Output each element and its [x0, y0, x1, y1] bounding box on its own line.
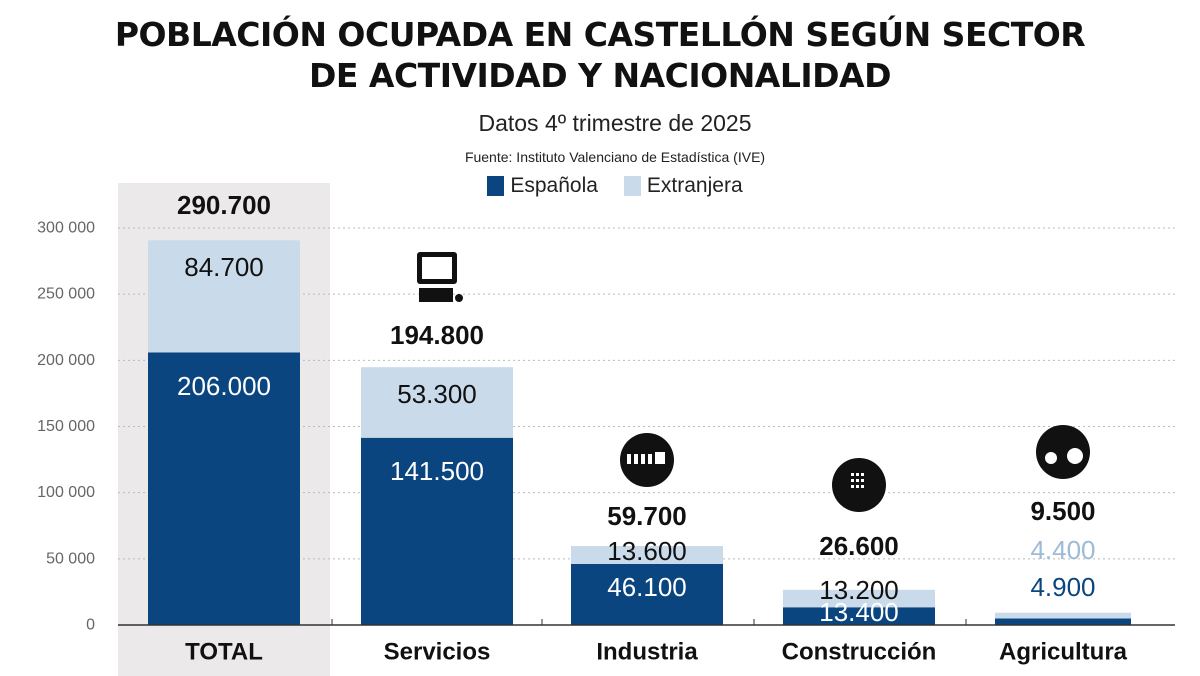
chart-subtitle: Datos 4º trimestre de 2025 — [478, 110, 752, 136]
keyboard — [419, 288, 453, 302]
icon-disc — [620, 433, 674, 487]
window — [861, 479, 864, 482]
screen — [422, 257, 452, 279]
data-label-espanola: 13.400 — [819, 597, 899, 627]
wheel — [1067, 448, 1083, 464]
window — [856, 473, 859, 476]
x-tick-label: TOTAL — [185, 639, 263, 666]
y-tick-label: 100 000 — [37, 484, 95, 501]
bar-espanola — [361, 437, 513, 625]
legend-swatch-espanola — [487, 176, 505, 196]
bar-extranjera — [783, 589, 935, 608]
data-label-total: 59.700 — [607, 501, 687, 531]
x-tick-label: Servicios — [384, 639, 491, 666]
chart-source: Fuente: Instituto Valenciano de Estadíst… — [464, 149, 766, 165]
bar-espanola — [571, 563, 723, 625]
window — [861, 485, 864, 488]
mouse — [455, 294, 463, 302]
y-tick-label: 300 000 — [37, 220, 95, 237]
data-label-espanola: 46.100 — [607, 572, 687, 602]
window — [648, 454, 652, 464]
data-label-espanola: 4.900 — [1030, 572, 1095, 602]
x-tick-label: Agricultura — [999, 639, 1128, 666]
data-label-espanola: 141.500 — [390, 456, 484, 486]
window — [856, 485, 859, 488]
data-label-extranjera: 13.600 — [607, 536, 687, 566]
icon-disc — [1036, 425, 1090, 479]
legend-item-espanola: Española — [487, 174, 598, 198]
window — [856, 479, 859, 482]
window — [851, 473, 854, 476]
x-tick-label: Industria — [596, 639, 698, 666]
y-tick-label: 50 000 — [46, 550, 95, 567]
icon-detail — [627, 452, 665, 464]
data-label-total: 26.600 — [819, 531, 899, 561]
window — [861, 473, 864, 476]
legend-swatch-extranjera — [623, 176, 641, 196]
legend: Española Extranjera — [0, 174, 1200, 198]
data-label-total: 9.500 — [1030, 496, 1095, 526]
y-tick-label: 250 000 — [37, 286, 95, 303]
window — [641, 454, 645, 464]
data-label-total: 194.800 — [390, 320, 484, 350]
y-tick-label: 200 000 — [37, 352, 95, 369]
computer-icon — [417, 252, 463, 302]
icon-detail — [851, 473, 864, 488]
title-line-1: POBLACIÓN OCUPADA EN CASTELLÓN SEGÚN SEC… — [114, 15, 1086, 54]
y-tick-label: 0 — [86, 617, 95, 634]
window — [655, 452, 665, 464]
chart-title: POBLACIÓN OCUPADA EN CASTELLÓN SEGÚN SEC… — [0, 14, 1200, 96]
x-tick-label: Construcción — [782, 639, 937, 666]
data-label-extranjera: 4.400 — [1030, 535, 1095, 565]
data-label-extranjera: 84.700 — [184, 252, 264, 282]
window — [634, 454, 638, 464]
bar-espanola — [783, 607, 935, 625]
y-tick-label: 150 000 — [37, 418, 95, 435]
legend-item-extranjera: Extranjera — [623, 174, 743, 198]
wheel — [1045, 452, 1057, 464]
bar-extranjera — [995, 612, 1131, 619]
bar-espanola — [995, 618, 1131, 625]
tractor-icon — [1036, 425, 1090, 479]
data-label-total: 290.700 — [177, 190, 271, 220]
data-label-extranjera: 13.200 — [819, 575, 899, 605]
icon-detail — [1045, 448, 1083, 464]
window — [627, 454, 631, 464]
bar-extranjera — [148, 240, 300, 353]
factory-icon — [620, 433, 674, 487]
bar-extranjera — [571, 545, 723, 564]
bar-extranjera — [361, 367, 513, 438]
legend-label-extranjera: Extranjera — [646, 174, 743, 197]
data-label-extranjera: 53.300 — [397, 379, 477, 409]
data-label-espanola: 206.000 — [177, 371, 271, 401]
bar-espanola — [148, 352, 300, 625]
title-line-2: DE ACTIVIDAD Y NACIONALIDAD — [309, 56, 891, 95]
buildings-icon — [832, 458, 886, 512]
legend-label-espanola: Española — [510, 174, 598, 197]
window — [851, 485, 854, 488]
window — [851, 479, 854, 482]
